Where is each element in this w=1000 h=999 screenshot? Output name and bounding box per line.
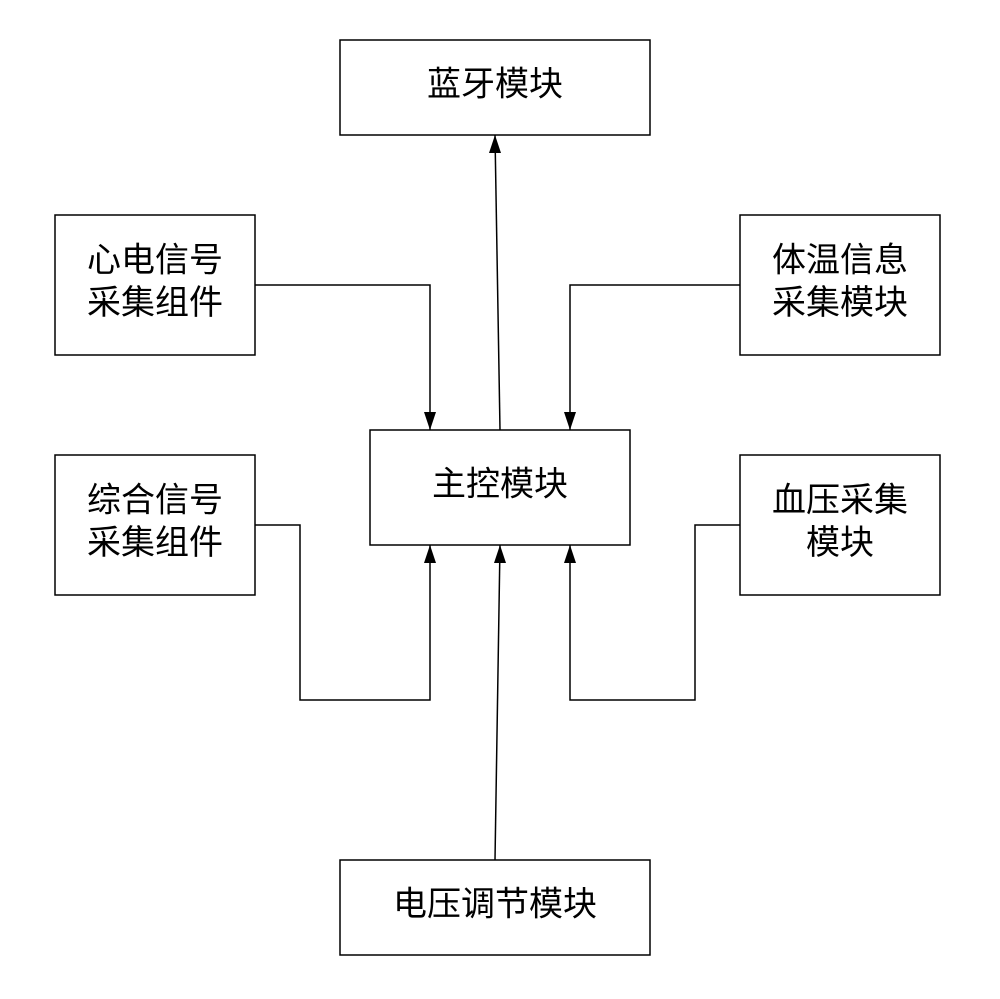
node-label: 采集模块 — [772, 284, 908, 322]
node-main: 主控模块 — [370, 430, 630, 545]
node-voltage: 电压调节模块 — [340, 860, 650, 955]
node-label: 体温信息 — [772, 242, 908, 280]
node-label: 模块 — [806, 524, 874, 562]
block-diagram: 蓝牙模块主控模块电压调节模块心电信号采集组件体温信息采集模块综合信号采集组件血压… — [0, 0, 1000, 999]
node-bp: 血压采集模块 — [740, 455, 940, 595]
node-temp: 体温信息采集模块 — [740, 215, 940, 355]
node-label: 电压调节模块 — [393, 885, 597, 923]
node-label: 采集组件 — [87, 524, 223, 562]
node-label: 主控模块 — [432, 465, 568, 503]
node-ecg: 心电信号采集组件 — [55, 215, 255, 355]
node-composite: 综合信号采集组件 — [55, 455, 255, 595]
node-label: 血压采集 — [772, 482, 908, 520]
node-label: 蓝牙模块 — [427, 65, 563, 103]
node-label: 采集组件 — [87, 284, 223, 322]
node-bluetooth: 蓝牙模块 — [340, 40, 650, 135]
node-label: 心电信号 — [87, 242, 223, 280]
node-label: 综合信号 — [87, 482, 223, 520]
